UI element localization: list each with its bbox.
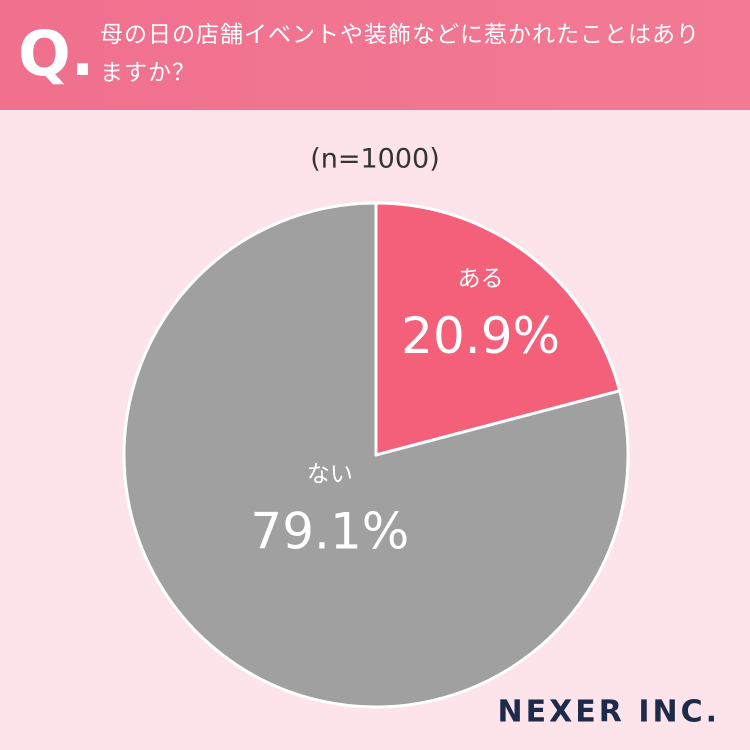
header: Q. 母の日の店舗イベントや装飾などに惹かれたことはありますか？ [0, 0, 750, 110]
brand-logo: NEXER INC. [498, 695, 720, 730]
chart-subtitle: (n=1000) [310, 144, 440, 175]
slice-value-label: 79.1% [250, 502, 409, 560]
slice-category-label: ない [307, 461, 353, 487]
pie-slice [374, 201, 622, 457]
question-marker: Q. [18, 17, 95, 90]
slice-value-label: 20.9% [401, 307, 560, 365]
slice-category-label: ある [458, 266, 504, 292]
pie-slice [122, 201, 630, 709]
chart-title: 母の日の店舗イベントや装飾などに惹かれたことはありますか？ [100, 22, 700, 86]
